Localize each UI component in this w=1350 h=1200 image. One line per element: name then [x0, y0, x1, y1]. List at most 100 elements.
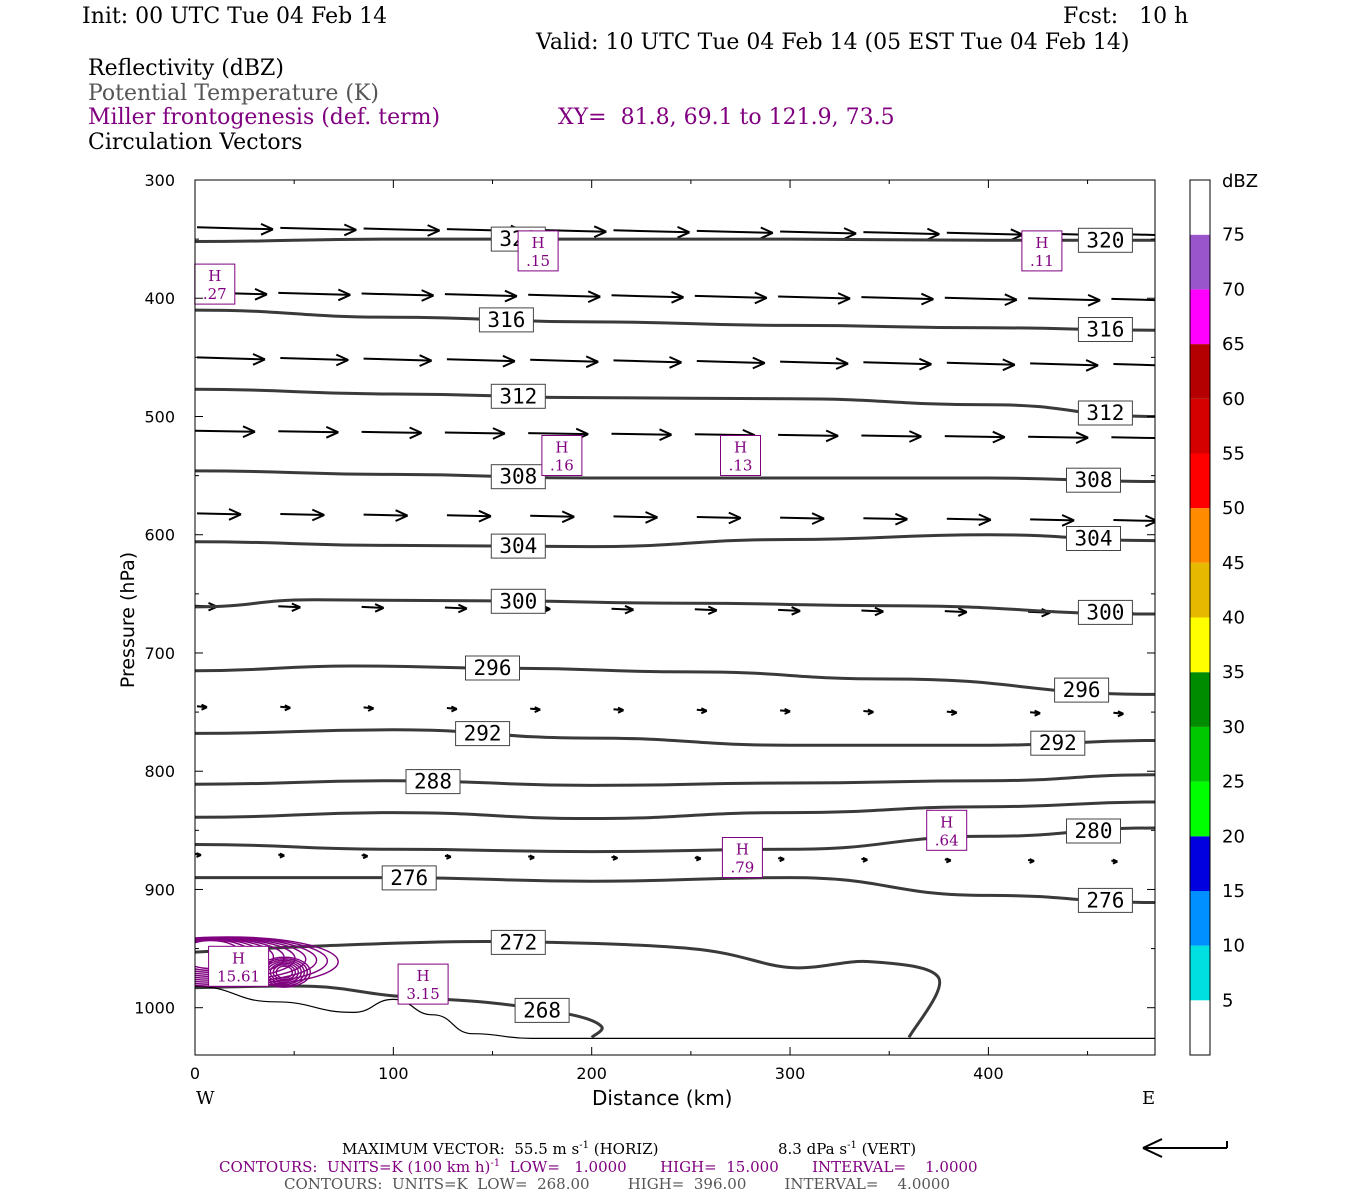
isentrope-label-box [490, 533, 546, 559]
colorbar-segment [1190, 672, 1210, 727]
vector-head [284, 704, 291, 712]
vector-shaft [611, 432, 672, 436]
vector-shaft [196, 512, 242, 516]
vector-head [478, 509, 492, 523]
vector-arrow [280, 223, 357, 237]
vector-arrow [696, 707, 708, 715]
vector-shaft [195, 429, 256, 433]
vector-shaft [528, 293, 601, 298]
west-end-label: W [196, 1088, 215, 1109]
isentropes [195, 237, 1155, 1040]
vector-arrow [280, 353, 349, 367]
isentrope-label-text: 304 [1075, 527, 1113, 551]
vector-shaft [1028, 435, 1089, 439]
colorbar-label: 40 [1222, 608, 1245, 629]
isentrope-label-text: 312 [1086, 401, 1124, 425]
vector-shaft [778, 295, 851, 300]
vector-head [201, 703, 208, 711]
isentrope-label-box [455, 721, 511, 747]
isentrope-label-text: 320 [1086, 228, 1124, 252]
vector-head [1177, 231, 1189, 242]
vector-shaft [780, 230, 857, 235]
vector-head [624, 604, 634, 615]
vector-head [254, 287, 268, 301]
vector-head [325, 425, 339, 439]
vector-arrow [1113, 514, 1155, 528]
vector-arrow [944, 607, 968, 617]
vector-head [837, 292, 851, 305]
vector-arrow [944, 857, 952, 864]
vector-arrow [778, 606, 801, 616]
vector-shaft [780, 360, 849, 365]
vector-arrow [280, 704, 291, 712]
isentrope-label-text: 292 [1039, 731, 1077, 755]
vector-shaft [278, 430, 339, 434]
vector-head [196, 852, 202, 858]
vector-head [252, 353, 266, 366]
marker-box [397, 963, 449, 1005]
vector-head [669, 356, 682, 369]
vector-arrow [780, 512, 825, 525]
vector-shaft [863, 231, 940, 236]
vector-shaft [780, 516, 825, 520]
vector-arrow [611, 855, 618, 861]
y-tick-label: 800 [144, 762, 175, 781]
isentrope-label: 292 [1030, 730, 1086, 756]
vector-arrow [1111, 436, 1155, 440]
vector-head [617, 706, 624, 714]
vector-head [894, 512, 908, 526]
vector-arrow [196, 353, 266, 366]
footer-contours-frontogenesis: CONTOURS: UNITS=K (100 km h)-1 LOW= 1.00… [219, 1159, 978, 1175]
vector-shaft [778, 433, 839, 437]
frontogenesis-max-marker: H.27 [194, 263, 236, 305]
vector-shaft [280, 513, 325, 516]
vector-head [492, 427, 506, 440]
marker-value: 3.15 [406, 985, 439, 1003]
vector-shaft [861, 609, 884, 613]
vector-head [645, 511, 658, 524]
vector-arrow [777, 856, 785, 863]
colorbar-label: 15 [1222, 881, 1245, 902]
vector-shaft [363, 357, 432, 362]
isentrope-label: 288 [405, 769, 461, 795]
cross-section-endpoints: XY= 81.8, 69.1 to 121.9, 73.5 [558, 105, 895, 130]
vector-head [335, 353, 349, 367]
vector-head [908, 430, 922, 443]
vector-head [700, 707, 708, 715]
footer-vert-vector: 8.3 dPa s-1 (VERT) [778, 1141, 916, 1157]
vector-head [779, 856, 785, 863]
frontogenesis-max-marker: H.11 [1021, 230, 1063, 272]
vector-shaft [361, 430, 422, 434]
isentrope-label-box [1066, 526, 1121, 551]
vector-head [374, 603, 385, 613]
vector-shaft [278, 605, 301, 609]
isentrope-label: 300 [1077, 599, 1133, 625]
x-tick-label: 300 [775, 1064, 806, 1083]
isentrope-label-text: 308 [499, 465, 537, 489]
vector-head [811, 512, 825, 525]
vector-head [1112, 858, 1118, 865]
isentrope-label: 268 [514, 997, 570, 1023]
isentrope-label-text: 312 [499, 384, 537, 408]
plot-frame [194, 179, 1156, 1056]
colorbar-segment [1190, 1000, 1210, 1055]
vector-arrow [196, 508, 242, 521]
isentrope-label-box [1030, 730, 1086, 756]
vector-arrow [195, 852, 202, 858]
colorbar-label: 25 [1222, 772, 1245, 793]
vector-shaft [1111, 297, 1155, 302]
vector-shaft [1111, 436, 1155, 440]
vector-head [427, 224, 441, 237]
isentrope-label-box [490, 588, 546, 614]
circulation-vectors [195, 222, 1189, 865]
vector-shaft [280, 226, 357, 231]
vector-head [754, 291, 768, 305]
marker-value: 15.61 [217, 967, 260, 985]
x-axis-label: Distance (km) [592, 1086, 733, 1110]
marker-h: H [232, 949, 245, 967]
isentrope-labels: 3203203163163123123083083043043003002962… [381, 226, 1133, 1023]
vector-arrow [861, 856, 868, 863]
vector-shaft [944, 435, 1005, 439]
vector-head [992, 430, 1006, 444]
marker-value: .13 [729, 457, 753, 475]
